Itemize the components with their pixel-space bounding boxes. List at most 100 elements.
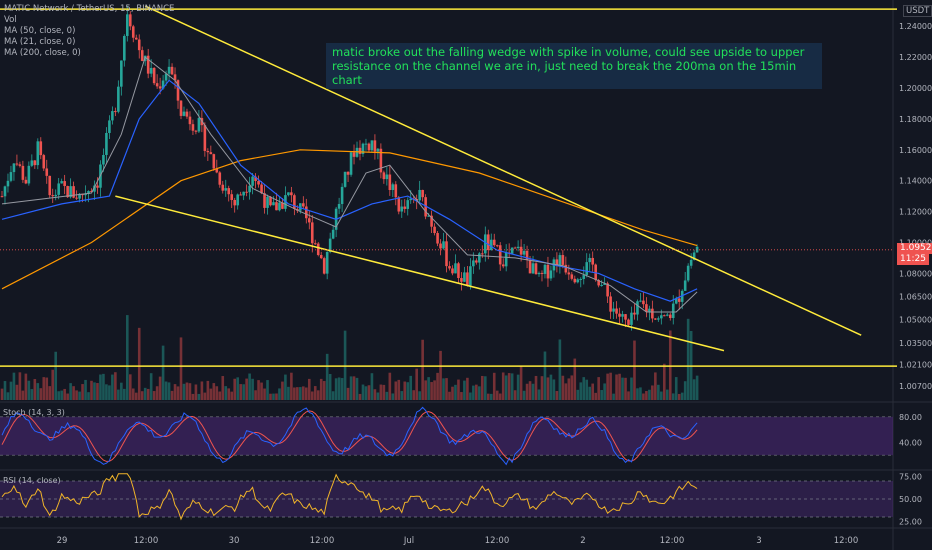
volume-bar [161, 345, 165, 400]
volume-bar [498, 393, 502, 400]
candle-body [373, 140, 377, 152]
volume-bar [695, 375, 699, 400]
volume-bar [671, 393, 675, 400]
candle-body [492, 239, 496, 246]
candle-body [108, 120, 111, 133]
volume-bar [3, 381, 7, 400]
candle-body [597, 279, 600, 286]
volume-bar [134, 392, 138, 400]
candle-body [54, 194, 57, 197]
rsi-tick-label: 25.00 [899, 518, 922, 527]
volume-bar [191, 393, 195, 400]
volume-bar [254, 390, 257, 400]
price-tick-label: 1.10000 [899, 238, 932, 247]
volume-bar [531, 383, 535, 400]
quote-currency-badge[interactable]: USDT [903, 5, 932, 17]
ma200-label: MA (200, close, 0) [4, 48, 81, 58]
candle-body [349, 152, 353, 175]
volume-bar [421, 339, 424, 400]
volume-bar [117, 389, 120, 400]
candle-body [648, 308, 651, 312]
candle-body [257, 180, 260, 185]
price-tick-label: 1.12000 [899, 208, 932, 217]
volume-bar [51, 369, 55, 400]
candle-body [585, 262, 589, 276]
candle-body [161, 80, 165, 89]
volume-bar [492, 372, 496, 400]
volume-bar [263, 388, 266, 400]
volume-bar [206, 380, 210, 400]
volume-bar [233, 378, 236, 400]
candle-body [689, 259, 693, 266]
volume-bar [418, 391, 421, 400]
trendline [115, 195, 725, 352]
candle-body [12, 163, 16, 173]
annotation-callout[interactable]: matic broke out the falling wedge with s… [326, 43, 822, 89]
time-tick-label: 3 [756, 536, 761, 546]
volume-bar [236, 377, 239, 400]
volume-bar [657, 384, 660, 400]
volume-bar [361, 384, 365, 400]
price-tick-label: 1.00700 [899, 382, 932, 391]
candle-body [636, 301, 639, 315]
volume-bar [310, 391, 314, 400]
volume-bar [680, 392, 684, 400]
volume-bar [299, 387, 302, 400]
volume-bar [475, 384, 478, 400]
annotation-line-1: matic broke out the falling wedge with s… [332, 45, 805, 59]
volume-bar [516, 374, 520, 400]
volume-bar [316, 390, 320, 400]
volume-bar [66, 393, 69, 400]
volume-bar [278, 388, 281, 400]
volume-bar [325, 353, 329, 400]
candle-body [218, 172, 222, 185]
candle-body [227, 188, 231, 195]
candle-body [588, 257, 592, 263]
candle-body [555, 259, 559, 266]
candle-body [510, 247, 514, 254]
candle-body [642, 300, 645, 305]
volume-bar [221, 376, 225, 400]
candle-body [460, 278, 463, 282]
candle-body [140, 50, 144, 61]
candle-body [516, 246, 520, 249]
volume-bar [182, 383, 186, 400]
candle-body [114, 111, 117, 113]
volume-bar [525, 383, 529, 400]
candle-body [379, 148, 383, 173]
stoch-k-line [1, 406, 698, 466]
candle-body [621, 314, 624, 317]
candle-body [683, 280, 687, 291]
volume-bar [21, 390, 25, 400]
volume-bar [188, 383, 192, 400]
candle-body [427, 215, 430, 217]
volume-bar [152, 391, 156, 400]
candle-body [102, 154, 105, 165]
volume-bar [585, 379, 589, 400]
candle-body [633, 312, 636, 315]
volume-bar [346, 387, 350, 400]
volume-bar [30, 389, 34, 400]
price-tick-label: 1.16000 [899, 146, 932, 155]
volume-bar [552, 379, 556, 400]
volume-bar [60, 390, 63, 400]
candle-body [18, 164, 22, 166]
candle-body [531, 263, 535, 274]
volume-bar [355, 377, 359, 400]
volume-bar [39, 388, 43, 400]
candle-body [75, 197, 78, 199]
candle-body [433, 226, 436, 234]
stoch-label: Stoch (14, 3, 3) [3, 408, 65, 417]
volume-bar [18, 372, 22, 400]
candle-body [677, 298, 681, 302]
candle-body [305, 206, 308, 219]
candle-body [549, 270, 553, 279]
volume-bar [218, 391, 222, 400]
volume-bar [409, 375, 413, 400]
volume-bar [510, 373, 514, 400]
volume-bar [269, 393, 272, 400]
ma50-label: MA (50, close, 0) [4, 26, 76, 36]
volume-bar [412, 390, 415, 400]
volume-bar [105, 384, 108, 400]
